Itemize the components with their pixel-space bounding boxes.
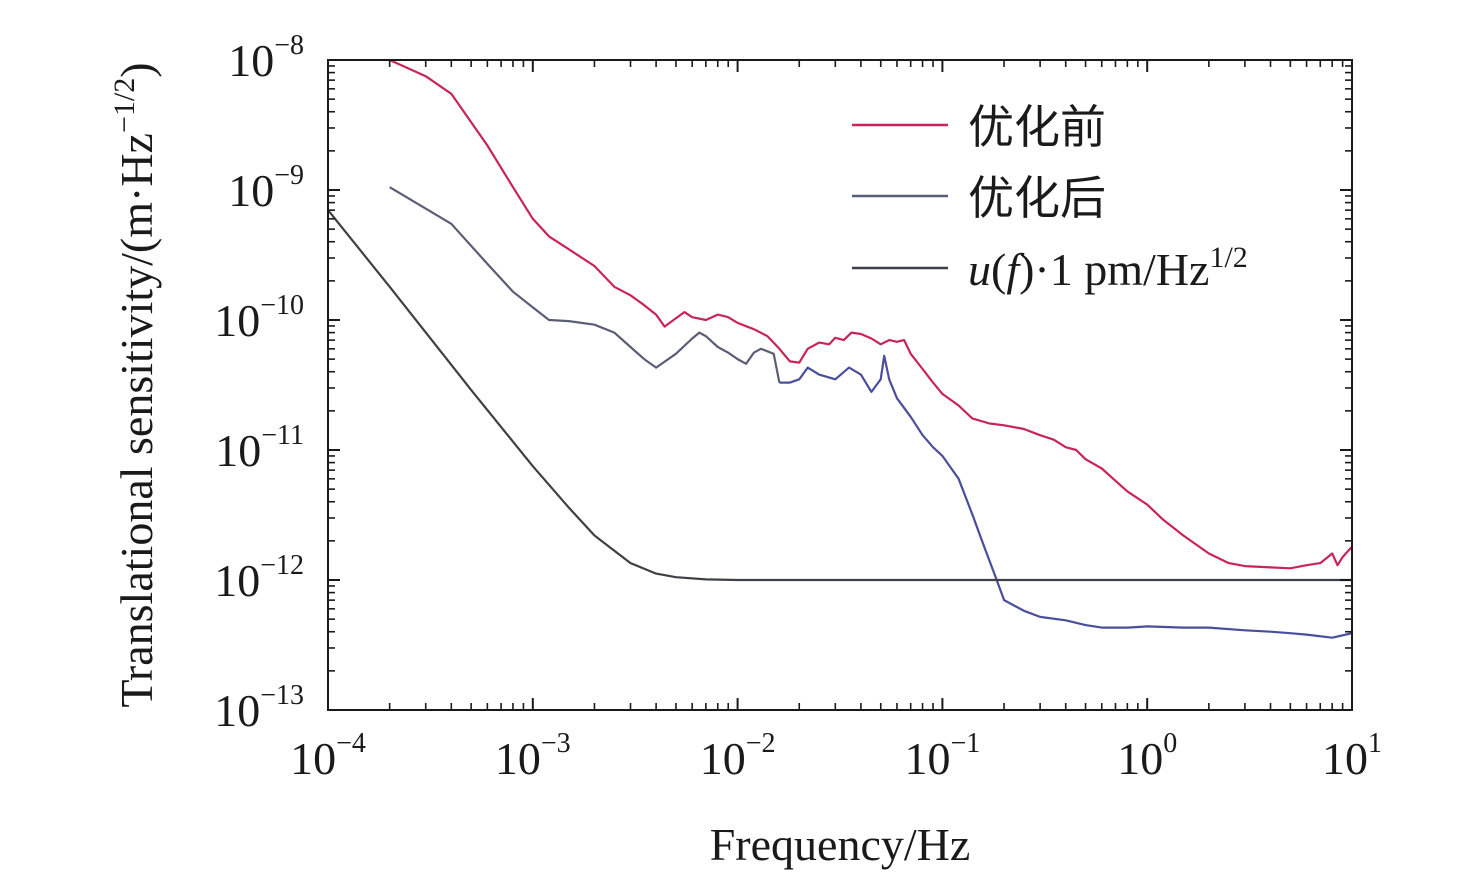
y-tick-exp: −12 <box>260 550 304 581</box>
y-tick-exp: −10 <box>260 290 304 321</box>
y-axis-title: Translational sensitivity/(m·Hz−1/2) <box>108 62 162 707</box>
series-line-1 <box>389 186 781 383</box>
axes-layer <box>327 59 1353 711</box>
y-tick-label: 10−13 <box>214 680 304 736</box>
y-tick-label: 10−10 <box>214 290 304 346</box>
y-tick-base: 10 <box>228 165 274 216</box>
legend-label-uf: u(f)·1 pm/Hz1/2 <box>968 241 1248 295</box>
y-tick-label: 10−12 <box>214 550 304 606</box>
plot-frame <box>327 59 1353 711</box>
y-tick-base: 10 <box>215 425 261 476</box>
x-tick-exp: 0 <box>1163 728 1177 759</box>
legend: 优化前 优化后 u(f)·1 pm/Hz1/2 <box>852 102 1248 295</box>
y-tick-label: 10−11 <box>215 420 304 476</box>
x-tick-exp: 1 <box>1368 728 1382 759</box>
y-axis-title-exponent: −1/2 <box>108 78 141 133</box>
legend-uf-rest: )·1 pm/Hz <box>1019 244 1209 295</box>
series-line-0 <box>389 58 1353 570</box>
legend-uf-u: u <box>968 244 991 295</box>
x-tick-base: 10 <box>1322 733 1368 784</box>
y-tick-base: 10 <box>214 295 260 346</box>
x-tick-label: 101 <box>1322 728 1382 784</box>
x-tick-exp: −3 <box>541 728 571 759</box>
tick-labels: 10−4 10−3 10−2 10−1 100 10110−1310−1210−1110−… <box>214 30 1382 784</box>
y-tick-base: 10 <box>228 35 274 86</box>
y-tick-label: 10−8 <box>228 30 304 86</box>
y-axis-title-close: ) <box>111 62 162 77</box>
x-tick-label: 100 <box>1117 728 1177 784</box>
x-tick-label: 10−3 <box>495 728 571 784</box>
y-tick-exp: −8 <box>274 30 304 61</box>
x-tick-exp: −1 <box>951 728 981 759</box>
x-tick-label: 10−4 <box>290 728 366 784</box>
x-tick-exp: −4 <box>336 728 366 759</box>
x-tick-base: 10 <box>495 733 541 784</box>
y-tick-label: 10−9 <box>228 160 304 216</box>
x-axis-title: Frequency/Hz <box>710 819 971 870</box>
y-tick-exp: −13 <box>260 680 304 711</box>
y-tick-exp: −11 <box>261 420 304 451</box>
x-tick-base: 10 <box>1117 733 1163 784</box>
legend-label-before: 优化前 <box>968 102 1106 153</box>
x-tick-base: 10 <box>700 733 746 784</box>
x-tick-label: 10−2 <box>700 728 776 784</box>
y-axis-title-main: Translational sensitivity/(m·Hz <box>111 133 162 708</box>
y-tick-base: 10 <box>214 685 260 736</box>
legend-label-after: 优化后 <box>968 173 1106 224</box>
x-tick-base: 10 <box>905 733 951 784</box>
x-tick-exp: −2 <box>746 728 776 759</box>
x-tick-base: 10 <box>290 733 336 784</box>
y-tick-base: 10 <box>214 555 260 606</box>
series-line-1-tail <box>779 354 1353 639</box>
legend-uf-sup: 1/2 <box>1209 241 1247 274</box>
series-line-2 <box>327 209 1352 582</box>
x-tick-label: 10−1 <box>905 728 981 784</box>
legend-uf-paren: ( <box>991 244 1006 295</box>
y-tick-exp: −9 <box>274 160 304 191</box>
plot-layer <box>327 58 1353 639</box>
